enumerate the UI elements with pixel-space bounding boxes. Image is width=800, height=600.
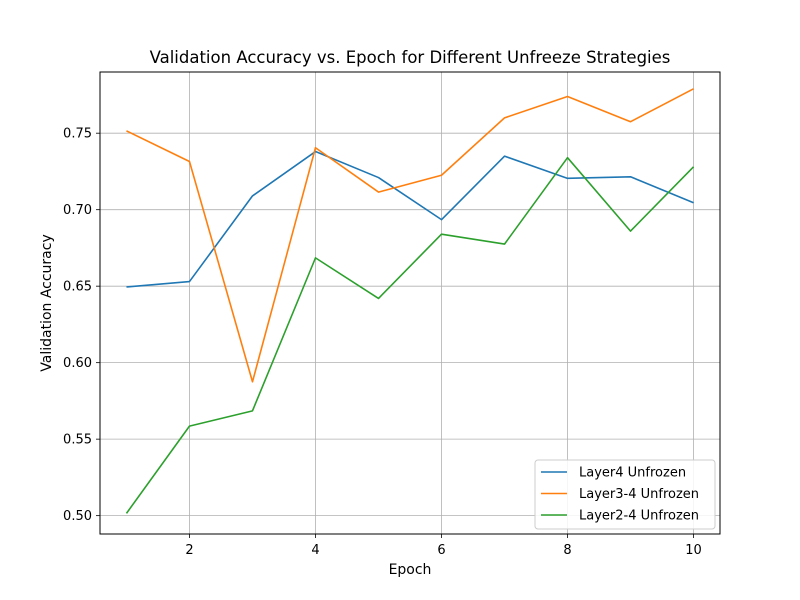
y-tick-label: 0.50 <box>63 509 92 524</box>
x-tick-label: 4 <box>311 543 319 558</box>
chart-title: Validation Accuracy vs. Epoch for Differ… <box>150 48 671 67</box>
legend-label: Layer2-4 Unfrozen <box>579 509 699 524</box>
legend-box <box>534 459 716 530</box>
x-tick-label: 8 <box>563 543 571 558</box>
y-tick-label: 0.55 <box>63 433 92 448</box>
legend-label: Layer4 Unfrozen <box>579 466 686 481</box>
legend-label: Layer3-4 Unfrozen <box>579 487 699 502</box>
legend: Layer4 Unfrozen Layer3-4 Unfrozen Layer2-4… <box>534 459 716 530</box>
plot-frame <box>99 71 721 535</box>
axis-ticks: 2 4 6 8 10 0.50 0.55 0.60 0.65 0.70 0.75 <box>63 127 702 558</box>
y-axis-label: Validation Accuracy <box>39 234 55 372</box>
series-line-layer3-4-unfrozen <box>126 88 694 383</box>
x-axis-label: Epoch <box>389 562 432 578</box>
x-tick-label: 2 <box>185 543 193 558</box>
series-line-layer2-4-unfrozen <box>125 156 695 514</box>
series-line-layer4-unfrozen <box>126 150 694 288</box>
x-tick-label: 10 <box>685 543 702 558</box>
y-tick-label: 0.75 <box>63 127 92 142</box>
y-tick-label: 0.70 <box>63 203 92 218</box>
x-tick-label: 6 <box>437 543 445 558</box>
y-tick-label: 0.60 <box>63 356 92 371</box>
y-tick-label: 0.65 <box>63 280 92 295</box>
series-lines <box>125 88 695 514</box>
